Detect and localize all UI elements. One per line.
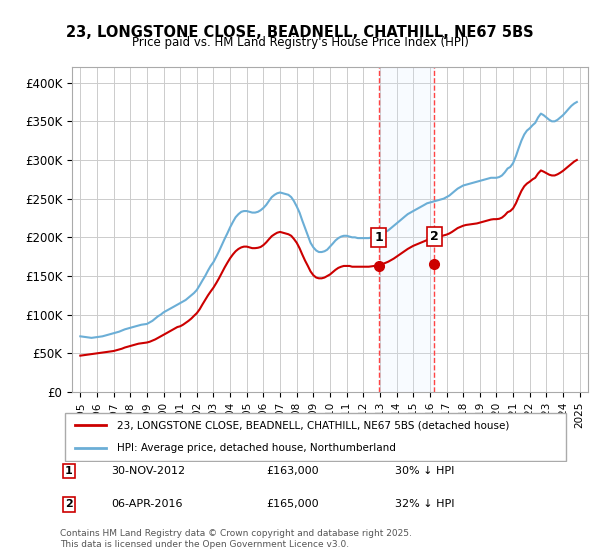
Text: 23, LONGSTONE CLOSE, BEADNELL, CHATHILL, NE67 5BS (detached house): 23, LONGSTONE CLOSE, BEADNELL, CHATHILL,… [117,420,509,430]
Text: HPI: Average price, detached house, Northumberland: HPI: Average price, detached house, Nort… [117,443,395,453]
Text: Price paid vs. HM Land Registry's House Price Index (HPI): Price paid vs. HM Land Registry's House … [131,36,469,49]
Text: 32% ↓ HPI: 32% ↓ HPI [395,500,455,509]
Text: 06-APR-2016: 06-APR-2016 [112,500,183,509]
Text: Contains HM Land Registry data © Crown copyright and database right 2025.
This d: Contains HM Land Registry data © Crown c… [60,529,412,549]
Bar [379,67,434,392]
Text: 2: 2 [430,230,439,242]
Text: 30% ↓ HPI: 30% ↓ HPI [395,466,455,476]
Text: £163,000: £163,000 [266,466,319,476]
FancyBboxPatch shape [65,413,566,461]
Text: 2: 2 [65,500,73,509]
Text: £165,000: £165,000 [266,500,319,509]
Text: 1: 1 [65,466,73,476]
Text: 23, LONGSTONE CLOSE, BEADNELL, CHATHILL, NE67 5BS: 23, LONGSTONE CLOSE, BEADNELL, CHATHILL,… [66,25,534,40]
Text: 1: 1 [374,231,383,244]
Text: 30-NOV-2012: 30-NOV-2012 [112,466,186,476]
